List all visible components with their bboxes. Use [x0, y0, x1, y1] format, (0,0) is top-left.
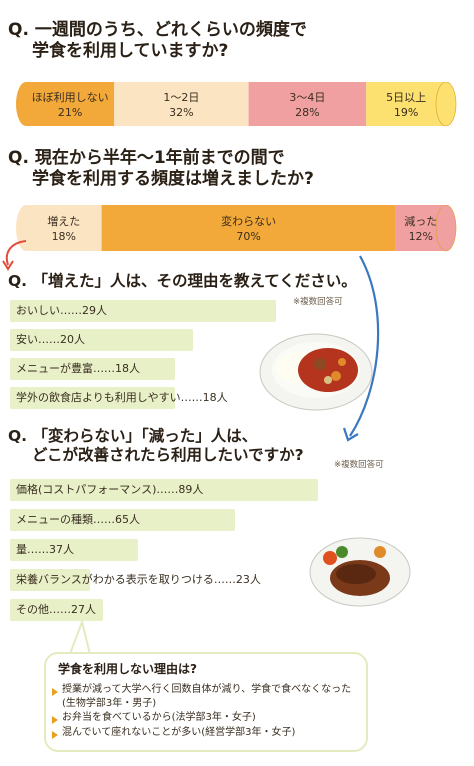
segment-value-label: 70% — [236, 230, 260, 243]
segment-category-label: 増えた — [47, 215, 80, 228]
segment-1 — [114, 82, 249, 126]
curved-arrow-icon — [342, 255, 380, 442]
bar — [10, 358, 176, 380]
segment-category-label: 減った — [404, 214, 437, 228]
question-3-title: Q. 「増えた」人は、その理由を教えてください。 — [8, 272, 357, 290]
question-4-title: Q. 「変わらない」「減った」人は、 どこが改善されたら利用したいですか? — [8, 427, 304, 465]
reason-item: お弁当を食べているから(法学部3年・女子) — [62, 712, 256, 723]
bar-label: 学外の飲食店よりも利用しやすい……18人 — [16, 391, 228, 404]
segment-category-label: 3〜4日 — [289, 91, 325, 104]
segment-category-label: ほぼ利用しない — [32, 91, 109, 104]
cylinder-end-cap — [435, 205, 457, 252]
non-user-reasons-bubble — [44, 652, 368, 752]
bubble-title: 学食を利用しない理由は? — [58, 662, 197, 676]
bar — [10, 479, 318, 501]
multiple-answers-note: ※複数回答可 — [334, 460, 384, 470]
bar-label: メニューの種類……65人 — [16, 513, 140, 526]
hamburg-plate-icon — [309, 537, 411, 607]
segment-category-label: 変わらない — [221, 214, 276, 228]
bubble-tail — [69, 618, 91, 655]
segment-value-label: 32% — [169, 106, 193, 119]
cylinder-end-cap — [435, 82, 457, 127]
bar-label: その他……27人 — [16, 603, 96, 616]
segment-value-label: 21% — [58, 106, 82, 119]
bullet-icon — [52, 731, 58, 739]
bar-label: おいしい……29人 — [16, 304, 107, 317]
curved-arrow-icon — [2, 240, 27, 271]
bar — [10, 599, 104, 621]
segment-value-label: 12% — [409, 230, 433, 243]
bullet-icon — [52, 716, 58, 724]
bar-label: メニューが豊富……18人 — [16, 362, 140, 375]
segment-category-label: 5日以上 — [386, 91, 426, 104]
bar — [10, 509, 235, 531]
bar — [10, 569, 90, 591]
bar-label: 安い……20人 — [16, 333, 85, 346]
segment-0 — [26, 82, 115, 126]
bar-label: 量……37人 — [16, 543, 74, 556]
segment-3 — [366, 82, 446, 126]
bar-label: 価格(コストパフォーマンス)……89人 — [16, 483, 204, 496]
bar-label: 栄養バランスがわかる表示を取りつける……23人 — [16, 573, 261, 586]
change-stacked-bar: 増えた 18% 変わらない 70% 減った 12% — [16, 205, 457, 252]
question-1-title: Q. 一週間のうち、どれくらいの頻度で 学食を利用していますか? — [8, 20, 307, 62]
reason-item: 授業が減って大学へ行く回数自体が減り、学食で食べなくなった(生物学部3年・男子) — [62, 684, 352, 709]
bar — [10, 300, 276, 322]
bullet-icon — [52, 688, 58, 696]
question-2-title: Q. 現在から半年〜1年前までの間で 学食を利用する頻度は増えましたか? — [8, 148, 314, 190]
segment-category-label: 1〜2日 — [163, 91, 199, 104]
reason-item: 混んでいて座れないことが多い(経営学部3年・女子) — [62, 727, 296, 738]
multiple-answers-note: ※複数回答可 — [293, 297, 343, 307]
curry-plate-icon — [259, 333, 373, 411]
segment-value-label: 28% — [295, 106, 319, 119]
bar — [10, 539, 139, 561]
bar — [10, 387, 176, 409]
segment-1 — [101, 205, 396, 251]
segment-0 — [26, 205, 102, 251]
segment-value-label: 18% — [52, 230, 76, 243]
frequency-stacked-bar: ほぼ利用しない 21% 1〜2日 32% 3〜4日 28% 5日以上 19% — [16, 82, 457, 127]
segment-value-label: 19% — [394, 106, 418, 119]
bar — [10, 329, 194, 351]
segment-2 — [248, 82, 367, 126]
